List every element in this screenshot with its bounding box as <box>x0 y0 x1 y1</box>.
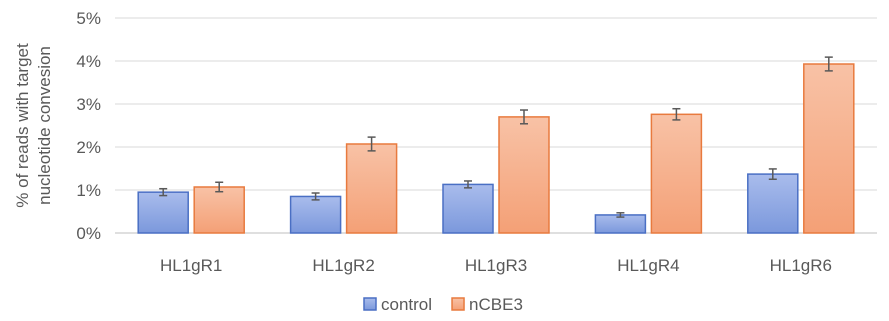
x-tick-label: HL1gR4 <box>617 256 679 275</box>
error-bar-nCBE3-HL1gR3 <box>520 109 528 125</box>
bars <box>137 63 855 234</box>
y-tick-label: 4% <box>76 52 101 71</box>
error-bar-control-HL1gR2 <box>311 192 320 201</box>
error-bar-nCBE3-HL1gR2 <box>367 136 376 152</box>
bar-control-HL1gR3 <box>442 183 494 234</box>
legend-label: control <box>381 295 432 314</box>
legend-swatch <box>363 297 377 311</box>
bar-nCBE3-HL1gR1 <box>193 186 245 234</box>
y-tick-label: 3% <box>76 95 101 114</box>
bar-control-HL1gR2 <box>289 195 342 234</box>
x-tick-label: HL1gR3 <box>465 256 527 275</box>
bar-control-HL1gR1 <box>137 191 189 234</box>
y-axis-tick-labels: 0% 1% 2% 3% 4% 5% <box>76 9 101 243</box>
error-bar-control-HL1gR6 <box>768 168 777 180</box>
legend-swatch <box>451 297 465 311</box>
error-bar-nCBE3-HL1gR4 <box>672 107 681 121</box>
y-tick-label: 1% <box>76 181 101 200</box>
x-tick-label: HL1gR6 <box>770 256 832 275</box>
error-bar-nCBE3-HL1gR1 <box>215 181 224 193</box>
error-bars <box>159 56 833 218</box>
y-axis-title: % of reads with target nucleotide convesi… <box>13 43 54 208</box>
legend: control nCBE3 <box>363 295 523 314</box>
y-tick-label: 5% <box>76 9 101 28</box>
legend-label: nCBE3 <box>469 295 523 314</box>
error-bar-control-HL1gR1 <box>159 187 168 197</box>
x-tick-label: HL1gR2 <box>312 256 374 275</box>
y-tick-label: 0% <box>76 224 101 243</box>
legend-item-nCBE3: nCBE3 <box>451 295 523 314</box>
error-bar-nCBE3-HL1gR6 <box>824 56 833 72</box>
bar-nCBE3-HL1gR2 <box>345 143 398 234</box>
y-axis-title-line: nucleotide convesion <box>35 46 54 205</box>
x-tick-label: HL1gR1 <box>160 256 222 275</box>
bar-nCBE3-HL1gR6 <box>803 63 855 234</box>
bar-nCBE3-HL1gR4 <box>650 113 703 234</box>
bar-control-HL1gR6 <box>747 173 799 234</box>
error-bar-control-HL1gR3 <box>464 180 472 189</box>
y-axis-title-line: % of reads with target <box>13 43 32 208</box>
x-axis-tick-labels: HL1gR1 HL1gR2 HL1gR3 HL1gR4 HL1gR6 <box>160 256 832 275</box>
bar-nCBE3-HL1gR3 <box>498 116 550 234</box>
error-bar-control-HL1gR4 <box>616 212 625 218</box>
y-tick-label: 2% <box>76 138 101 157</box>
legend-item-control: control <box>363 295 432 314</box>
